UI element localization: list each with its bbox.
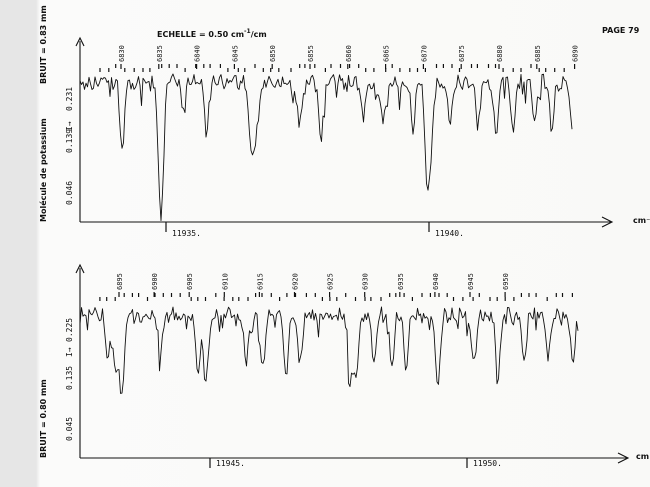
bottom-x-tick-label: 11945. [216, 459, 245, 468]
bottom-y-tick-label: 0.045 [65, 417, 74, 441]
bottom-x-arrow [617, 452, 630, 464]
top-spectrum-trace [79, 73, 573, 222]
bottom-panel: cm I→ 0.225 0.135 0.045 11945. 11950. 68… [65, 263, 649, 468]
bottom-noise-label-text: BRUIT = 0.80 mm [39, 379, 48, 458]
bottom-spectrum-trace [79, 306, 579, 394]
bottom-y-arrow [75, 263, 85, 274]
bottom-line-ticks [99, 293, 574, 301]
molecule-label: Molécule de potassium [38, 118, 48, 222]
line-number-label: 6845 [231, 45, 239, 62]
top-y-tick-label: 0.046 [65, 181, 74, 205]
line-number-label: 6865 [383, 45, 391, 62]
line-number-label: 6855 [307, 45, 315, 62]
bottom-y-label: I→ [65, 347, 74, 357]
line-number-label: 6900 [151, 273, 159, 290]
top-line-numbers: 6830 6835 6840 6845 6850 6855 6860 6865 6870 6875… [118, 45, 580, 69]
top-x-unit: cm⁻¹ [633, 216, 650, 225]
top-x-arrow [601, 216, 614, 228]
top-x-tick-label: 11940. [435, 229, 464, 238]
top-y-tick-label: 0.231 [65, 87, 74, 111]
line-number-label: 6925 [327, 273, 335, 290]
line-number-label: 6835 [156, 45, 164, 62]
scale-label-text: ECHELLE = 0.50 cm [157, 30, 244, 39]
scale-label: ECHELLE = 0.50 cm-1/cm [157, 28, 267, 39]
bottom-line-numbers: 6895 6900 6905 6910 6915 6920 6925 6930 6935 6940… [116, 273, 510, 297]
page-number: PAGE 79 [602, 26, 640, 35]
line-number-label: 6885 [534, 45, 542, 62]
line-number-label: 6850 [269, 45, 277, 62]
line-number-label: 6840 [194, 45, 202, 62]
top-panel: cm⁻¹ I→ 0.231 0.139 0.046 11935. 11940. … [65, 36, 650, 238]
line-number-label: 6890 [572, 45, 580, 62]
line-number-label: 6870 [420, 45, 428, 62]
scale-label-exp: -1 [244, 28, 251, 35]
scale-label-unit: /cm [251, 30, 267, 39]
top-x-tick-label: 11935. [172, 229, 201, 238]
top-y-label: I→ [65, 121, 74, 131]
top-y-arrow [75, 36, 85, 47]
bottom-y-tick-label: 0.135 [65, 366, 74, 390]
line-number-label: 6910 [221, 273, 229, 290]
bottom-x-tick-label: 11950. [473, 459, 502, 468]
top-noise-label: BRUIT = 0.83 mm [39, 5, 48, 84]
line-number-label: 6930 [362, 273, 370, 290]
top-y-tick-label: 0.139 [65, 129, 74, 153]
line-number-label: 6935 [397, 273, 405, 290]
top-line-ticks [99, 64, 565, 72]
bottom-y-tick-label: 0.225 [65, 318, 74, 342]
bottom-noise-label: BRUIT = 0.80 mm [39, 379, 48, 458]
line-number-label: 6915 [256, 273, 264, 290]
line-number-label: 6880 [496, 45, 504, 62]
line-number-label: 6895 [116, 273, 124, 290]
bottom-x-unit: cm [636, 452, 649, 461]
top-noise-label-text: BRUIT = 0.83 mm [39, 5, 48, 84]
line-number-label: 6905 [186, 273, 194, 290]
line-number-label: 6860 [345, 45, 353, 62]
line-number-label: 6940 [432, 273, 440, 290]
line-number-label: 6945 [467, 273, 475, 290]
line-number-label: 6830 [118, 45, 126, 62]
line-number-label: 6920 [292, 273, 300, 290]
line-number-label: 6875 [458, 45, 466, 62]
line-number-label: 6950 [502, 273, 510, 290]
